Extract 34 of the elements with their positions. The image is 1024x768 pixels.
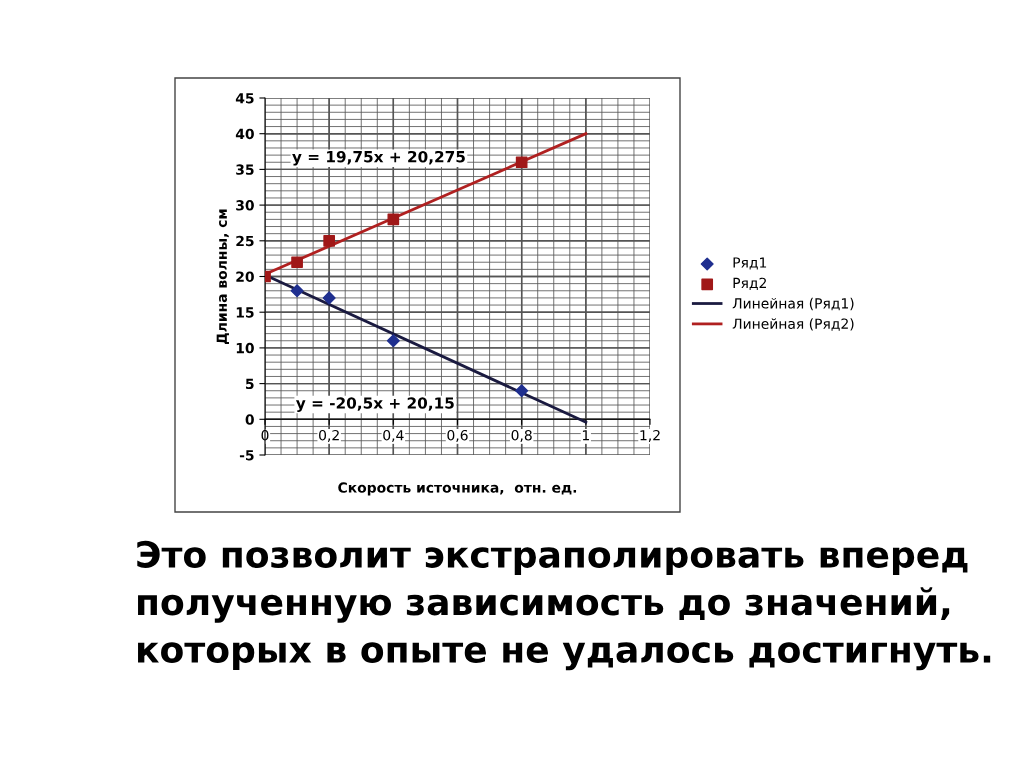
y-tick-label: 25 bbox=[236, 235, 254, 247]
x-axis-title: Скорость источника, отн. ед. bbox=[338, 482, 577, 496]
y-axis-title: Длина волны, см bbox=[216, 209, 229, 344]
annotation: y = -20,5x + 20,15 bbox=[295, 397, 454, 412]
x-tick-label: 1 bbox=[582, 430, 589, 441]
point bbox=[387, 213, 400, 226]
x-tick-label: 0,8 bbox=[511, 429, 532, 442]
y-tick-label: 20 bbox=[236, 271, 254, 282]
x-tick-label: 0,2 bbox=[319, 429, 339, 442]
y-tick-label: -5 bbox=[239, 450, 254, 461]
y-tick-label: 40 bbox=[235, 128, 254, 140]
point bbox=[322, 291, 336, 305]
y-tick-label: 30 bbox=[236, 200, 254, 211]
x-tick-label: 1,2 bbox=[640, 429, 660, 442]
point bbox=[290, 284, 304, 298]
x-tick-label: 0,4 bbox=[383, 429, 404, 442]
y-tick-label: 35 bbox=[236, 164, 254, 175]
legend-label: Ряд1 bbox=[733, 257, 767, 270]
point bbox=[515, 156, 528, 169]
point bbox=[291, 256, 303, 269]
legend-label: Линейная (Ряд2) bbox=[732, 318, 854, 331]
x-tick-label: 0,6 bbox=[447, 429, 468, 442]
y-tick-label: 0 bbox=[245, 414, 254, 425]
point bbox=[386, 334, 400, 348]
y-tick-label: 15 bbox=[236, 307, 254, 318]
legend-label: Ряд2 bbox=[733, 277, 766, 290]
point bbox=[323, 234, 336, 247]
y-tick-label: 10 bbox=[236, 342, 254, 354]
y-tick-label: 45 bbox=[235, 93, 254, 104]
point bbox=[515, 384, 529, 398]
y-tick-label: 5 bbox=[245, 378, 254, 390]
text: Это позволит экстраполировать вперед полученную зависимость до значений, которых в опыте не удалось достигнуть. bbox=[137, 540, 991, 671]
legend-label: Линейная (Ряд1) bbox=[732, 297, 854, 311]
annotation: y = 19,75x + 20,275 bbox=[292, 150, 465, 166]
